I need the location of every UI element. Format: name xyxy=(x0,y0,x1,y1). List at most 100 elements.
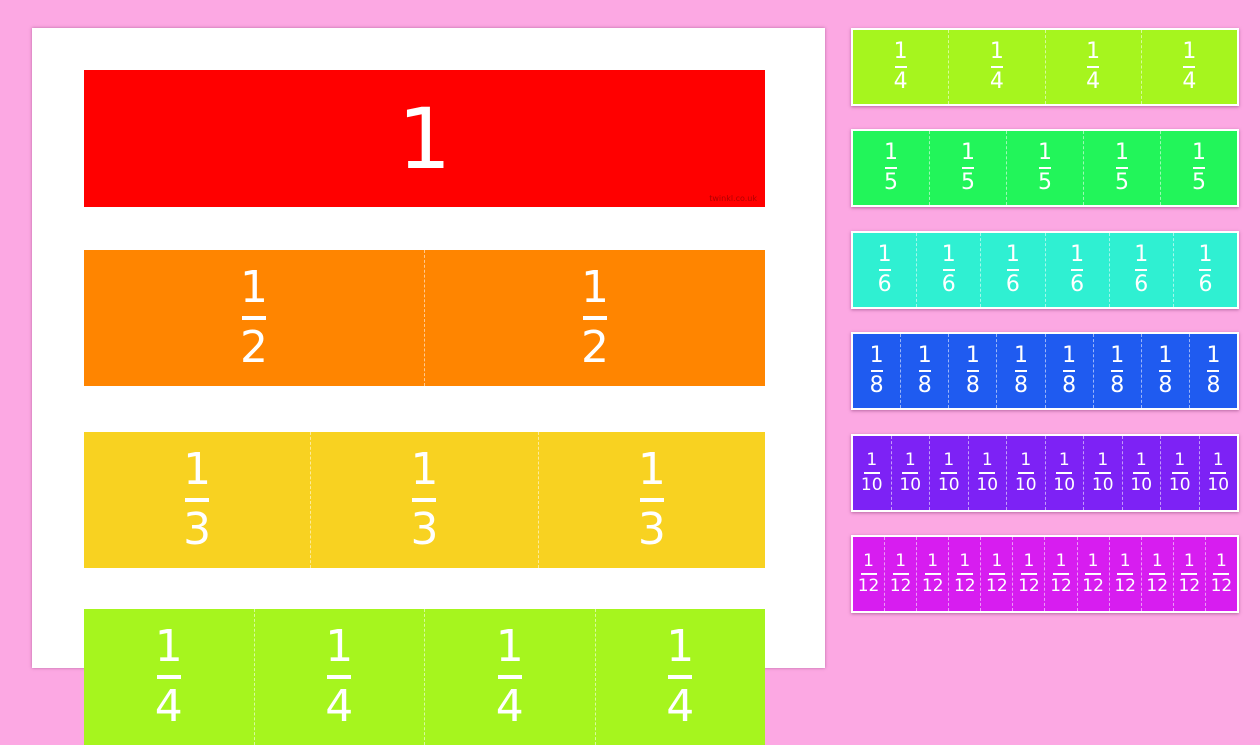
numerator: 1 xyxy=(1151,551,1163,571)
fraction-line xyxy=(878,269,891,271)
fraction: 1 10 xyxy=(1053,452,1075,494)
fraction-line xyxy=(327,675,352,679)
fraction: 1 10 xyxy=(976,452,998,494)
numerator: 1 xyxy=(927,551,939,571)
denominator: 12 xyxy=(921,576,944,596)
fraction-line xyxy=(902,472,919,474)
numerator: 1 xyxy=(941,242,956,267)
denominator: 6 xyxy=(1198,272,1213,297)
numerator: 1 xyxy=(637,444,666,495)
fraction-line xyxy=(639,498,664,502)
fraction: 1 12 xyxy=(1211,553,1233,595)
denominator: 8 xyxy=(1062,373,1077,398)
whole-bar: 1 twinkl.co.uk xyxy=(84,70,765,207)
denominator: 6 xyxy=(1070,272,1085,297)
fraction-line xyxy=(1063,370,1076,372)
fraction-line xyxy=(1087,66,1100,68)
numerator: 1 xyxy=(1115,140,1129,165)
numerator: 1 xyxy=(1174,450,1186,470)
denominator: 3 xyxy=(183,504,212,555)
numerator: 1 xyxy=(1038,140,1052,165)
denominator: 6 xyxy=(941,272,956,297)
denominator: 4 xyxy=(495,681,524,732)
numerator: 1 xyxy=(895,551,907,571)
fraction-cell: 1 12 xyxy=(1140,537,1173,611)
denominator: 4 xyxy=(989,69,1004,94)
numerator: 1 xyxy=(1005,242,1020,267)
numerator: 1 xyxy=(1182,39,1197,64)
fraction-line xyxy=(156,675,181,679)
fraction-line xyxy=(1133,472,1150,474)
denominator: 12 xyxy=(1178,576,1201,596)
numerator: 1 xyxy=(893,39,908,64)
numerator: 1 xyxy=(1070,242,1085,267)
fraction: 1 12 xyxy=(1146,553,1168,595)
denominator: 4 xyxy=(1086,69,1101,94)
denominator: 8 xyxy=(869,373,884,398)
denominator: 10 xyxy=(1130,475,1153,495)
denominator: 12 xyxy=(986,576,1008,596)
fraction-cell: 1 12 xyxy=(1204,537,1237,611)
fraction-line xyxy=(1056,472,1073,474)
denominator: 5 xyxy=(1038,170,1052,195)
denominator: 10 xyxy=(937,475,960,495)
numerator: 1 xyxy=(1215,551,1227,571)
numerator: 1 xyxy=(884,140,898,165)
fraction-line xyxy=(966,370,979,372)
denominator: 12 xyxy=(1146,576,1169,596)
fraction-cell: 1 12 xyxy=(1172,537,1205,611)
denominator: 8 xyxy=(1110,373,1125,398)
denominator: 6 xyxy=(877,272,892,297)
denominator: 10 xyxy=(976,475,999,495)
denominator: 6 xyxy=(1005,272,1020,297)
fraction-line xyxy=(185,498,210,502)
fraction-line xyxy=(1006,269,1019,271)
fraction-line xyxy=(892,573,909,575)
numerator: 1 xyxy=(410,444,439,495)
fraction-line xyxy=(860,573,877,575)
numerator: 1 xyxy=(866,450,878,470)
numerator: 1 xyxy=(863,551,874,571)
fraction: 1 10 xyxy=(861,452,883,494)
fraction-line xyxy=(412,498,437,502)
fraction-line xyxy=(1039,167,1051,169)
fraction-cell: 1 12 xyxy=(853,537,884,611)
denominator: 2 xyxy=(581,322,609,373)
fraction-line xyxy=(863,472,880,474)
denominator: 5 xyxy=(1192,170,1206,195)
denominator: 3 xyxy=(637,504,666,555)
denominator: 8 xyxy=(1013,373,1028,398)
denominator: 10 xyxy=(1014,475,1037,495)
numerator: 1 xyxy=(1058,450,1070,470)
fraction-cell: 1 10 xyxy=(890,436,930,510)
